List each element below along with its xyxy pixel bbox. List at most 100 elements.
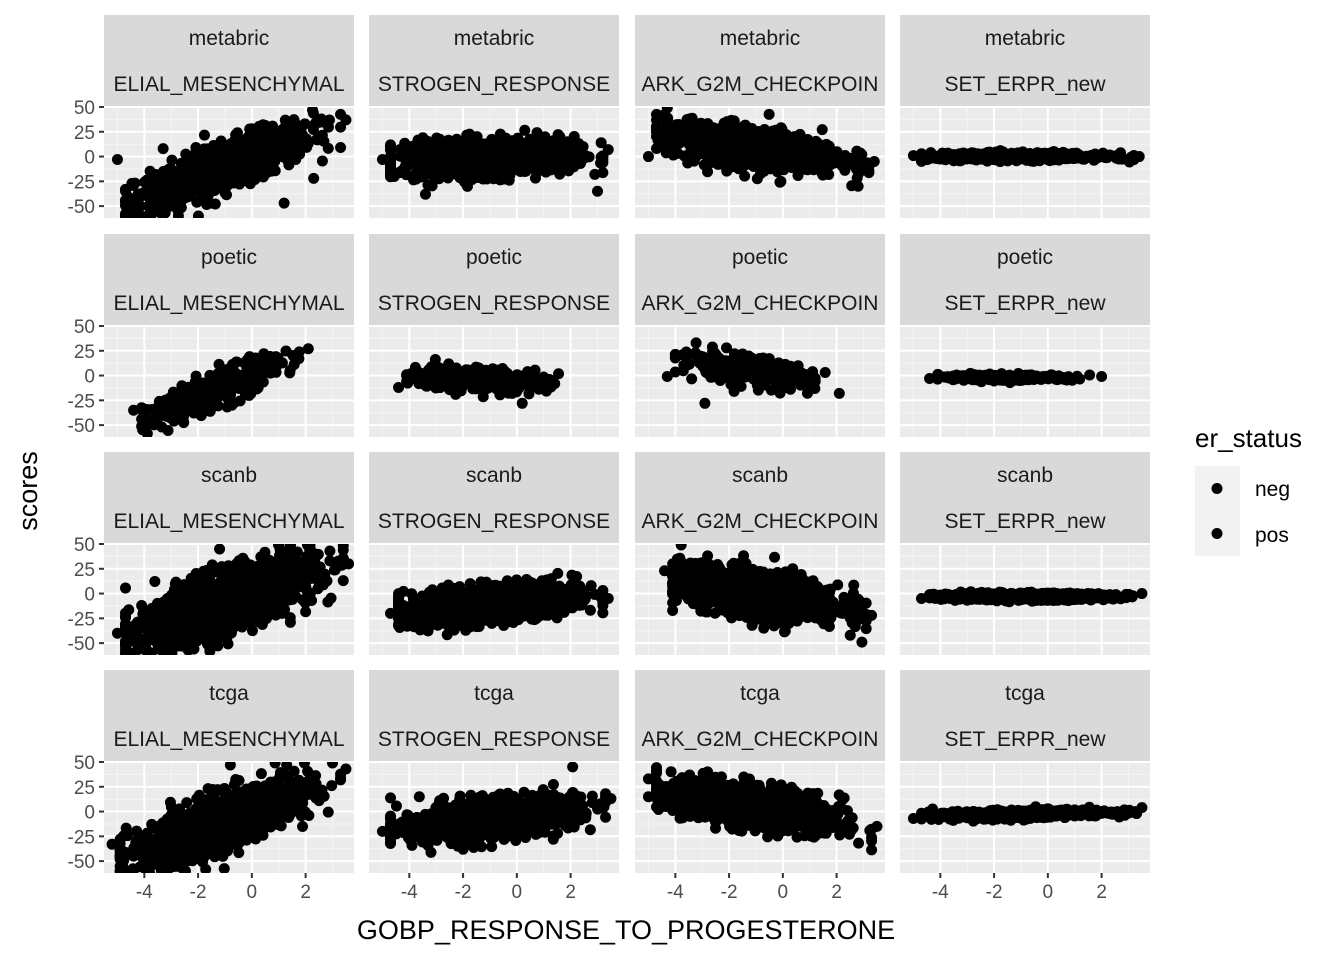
- data-point: [212, 169, 224, 181]
- data-point: [246, 123, 258, 135]
- data-point-outlier: [111, 154, 123, 166]
- data-point: [476, 157, 488, 169]
- data-point: [460, 136, 472, 148]
- data-point: [136, 420, 148, 432]
- data-point: [413, 142, 425, 154]
- data-point: [459, 174, 471, 186]
- data-point: [706, 156, 718, 168]
- points-group: [907, 145, 1145, 168]
- data-point: [211, 150, 223, 162]
- data-point: [197, 171, 209, 183]
- data-point: [132, 188, 144, 200]
- data-point: [799, 160, 811, 172]
- data-point-outlier: [667, 121, 679, 133]
- data-point: [778, 151, 790, 163]
- data-point: [809, 372, 821, 384]
- data-point-outlier: [308, 172, 320, 184]
- data-point: [228, 369, 240, 381]
- data-point: [189, 162, 201, 174]
- data-point: [385, 139, 397, 151]
- data-point: [428, 151, 440, 163]
- data-point: [683, 349, 695, 361]
- data-point-outlier: [419, 188, 431, 200]
- data-point-outlier: [589, 168, 601, 180]
- data-point: [400, 169, 412, 181]
- data-point: [299, 118, 311, 130]
- data-point: [482, 375, 494, 387]
- data-point: [938, 371, 950, 383]
- data-point: [782, 141, 794, 153]
- data-point: [751, 173, 763, 185]
- strip-row-label: poetic: [466, 246, 522, 269]
- strip-background: [369, 234, 619, 326]
- strip-row-label: scanb: [201, 464, 257, 487]
- data-point: [839, 150, 851, 162]
- data-point: [802, 144, 814, 156]
- data-point-outlier: [302, 343, 314, 355]
- strip-column-label: ELIAL_MESENCHYMAL: [113, 292, 344, 315]
- data-point: [178, 410, 190, 422]
- panel-poetic-3: poetic SET_ERPR_new: [900, 234, 1150, 437]
- data-point: [242, 382, 254, 394]
- data-point: [1057, 373, 1069, 385]
- data-point: [738, 120, 750, 132]
- data-point: [568, 130, 580, 142]
- data-point: [261, 125, 273, 137]
- strip-background: [635, 15, 885, 107]
- data-point: [929, 152, 941, 164]
- data-point-outlier: [661, 371, 673, 383]
- data-point: [651, 142, 663, 154]
- data-point: [204, 405, 216, 417]
- data-point: [563, 165, 575, 177]
- data-point: [166, 154, 178, 166]
- data-point: [800, 369, 812, 381]
- data-point: [728, 385, 740, 397]
- strip-background: [900, 15, 1150, 107]
- data-point-outlier: [642, 151, 654, 163]
- data-point: [263, 358, 275, 370]
- data-point: [231, 127, 243, 139]
- data-point-outlier: [376, 154, 388, 166]
- points-group: [128, 343, 314, 437]
- data-point: [426, 180, 438, 192]
- data-point: [446, 371, 458, 383]
- data-point: [787, 155, 799, 167]
- data-point: [154, 180, 166, 192]
- points-group: [111, 544, 354, 655]
- data-point: [498, 368, 510, 380]
- data-point-outlier: [128, 404, 140, 416]
- data-point: [1030, 371, 1042, 383]
- data-point: [769, 147, 781, 159]
- data-point: [385, 169, 397, 181]
- data-point: [281, 151, 293, 163]
- data-point: [854, 147, 866, 159]
- data-point: [595, 151, 607, 163]
- strip-column-label: ELIAL_MESENCHYMAL: [113, 510, 344, 533]
- data-point: [335, 142, 347, 154]
- strip-column-label: ELIAL_MESENCHYMAL: [113, 73, 344, 96]
- strip-row-label: metabric: [454, 27, 535, 50]
- data-point-outlier: [868, 156, 880, 168]
- strip-column-label: SET_ERPR_new: [944, 292, 1106, 315]
- data-point: [154, 207, 166, 218]
- points-group: [642, 107, 880, 192]
- data-point: [553, 368, 565, 380]
- data-point: [288, 114, 300, 126]
- data-point: [666, 140, 678, 152]
- data-point: [535, 146, 547, 158]
- data-point: [144, 165, 156, 177]
- data-point: [544, 147, 556, 159]
- data-point-outlier: [924, 373, 936, 385]
- data-point: [772, 159, 784, 171]
- strip-row-label: poetic: [997, 246, 1053, 269]
- data-point: [816, 154, 828, 166]
- data-point: [316, 155, 328, 167]
- data-point-outlier: [157, 143, 169, 155]
- data-point: [574, 150, 586, 162]
- data-point: [300, 606, 312, 618]
- data-point: [433, 166, 445, 178]
- strip-column-label: STROGEN_RESPONSE: [378, 292, 610, 315]
